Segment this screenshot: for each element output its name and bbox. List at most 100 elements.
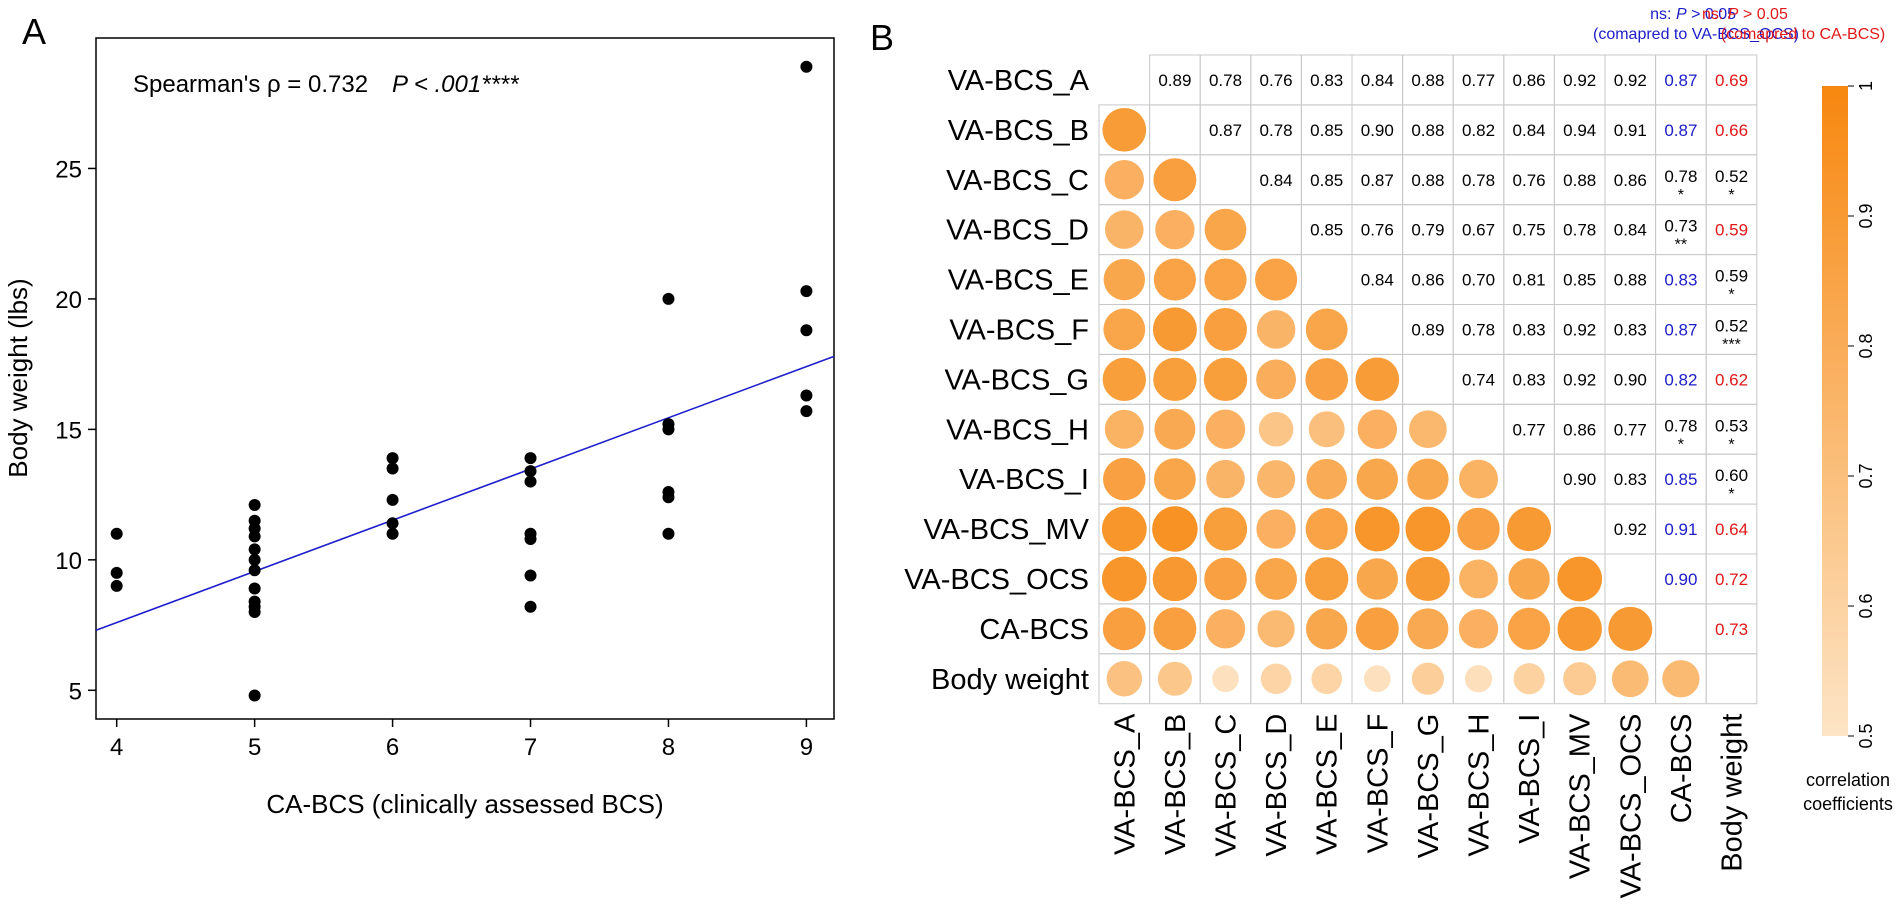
row-label: CA-BCS bbox=[979, 614, 1089, 646]
correlation-circle bbox=[1204, 208, 1247, 251]
correlation-value: 0.74 bbox=[1462, 370, 1495, 389]
legend-ns-ca-p: P bbox=[1728, 6, 1739, 23]
correlation-circle bbox=[1101, 556, 1147, 602]
correlation-value: 0.92 bbox=[1614, 71, 1647, 90]
row-label: VA-BCS_F bbox=[949, 314, 1089, 346]
col-label: VA-BCS_I bbox=[1514, 714, 1546, 844]
correlation-circle bbox=[1153, 607, 1197, 651]
correlation-value: 0.75 bbox=[1513, 221, 1546, 240]
correlation-value: 0.64 bbox=[1715, 520, 1748, 539]
correlation-circle bbox=[1255, 558, 1297, 600]
scatter-point bbox=[386, 452, 399, 465]
correlation-value: 0.72 bbox=[1715, 570, 1748, 589]
correlation-circle bbox=[1459, 559, 1498, 599]
correlation-circle bbox=[1153, 357, 1197, 401]
correlation-circle bbox=[1203, 357, 1248, 401]
col-label: Body weight bbox=[1717, 714, 1749, 872]
y-axis-label: Body weight (lbs) bbox=[3, 278, 33, 477]
grid-cell bbox=[1402, 353, 1454, 405]
correlation-value: 0.78 bbox=[1462, 171, 1495, 190]
correlation-circle bbox=[1305, 308, 1348, 351]
correlation-value: 0.89 bbox=[1158, 71, 1191, 90]
correlogram-panel: VA-BCS_A VA-BCS_B VA-BCS_C VA-BCS_D VA-BCS_E… bbox=[904, 6, 1893, 898]
correlation-value: 0.85 bbox=[1310, 171, 1343, 190]
correlation-circle bbox=[1355, 607, 1399, 651]
legend-ns-ocs-note: (comapred to VA-BCS_OCS) bbox=[1593, 26, 1799, 43]
row-label: VA-BCS_I bbox=[959, 464, 1089, 496]
correlation-circle bbox=[1311, 663, 1343, 695]
correlation-circle bbox=[1662, 660, 1700, 698]
correlation-circle bbox=[1305, 507, 1348, 551]
spearman-rho-text: Spearman's ρ = 0.732 bbox=[133, 71, 368, 98]
scatter-point bbox=[800, 405, 813, 418]
significance-mark: *** bbox=[1722, 336, 1741, 353]
significance-mark: * bbox=[1728, 486, 1734, 503]
correlation-circle bbox=[1305, 557, 1349, 601]
grid-cell bbox=[1553, 503, 1606, 555]
correlation-circle bbox=[1103, 258, 1145, 301]
col-label: CA-BCS bbox=[1666, 714, 1698, 824]
scatter-point bbox=[248, 606, 261, 619]
row-label: VA-BCS_B bbox=[948, 115, 1089, 147]
row-label: VA-BCS_H bbox=[946, 414, 1089, 446]
correlation-value: 0.87 bbox=[1664, 71, 1697, 90]
col-label: VA-BCS_OCS bbox=[1615, 714, 1647, 899]
grid-cell bbox=[1452, 403, 1505, 455]
correlation-value: 0.87 bbox=[1209, 121, 1242, 140]
x-tick-label: 5 bbox=[248, 734, 261, 761]
legend-ns-ca-note: (comapred to CA-BCS) bbox=[1721, 26, 1886, 43]
correlation-value: 0.84 bbox=[1513, 121, 1546, 140]
correlation-value: 0.88 bbox=[1411, 121, 1444, 140]
correlation-circle bbox=[1205, 409, 1246, 449]
scatter-point bbox=[110, 527, 123, 540]
col-label: VA-BCS_D bbox=[1261, 714, 1293, 857]
colorbar-tick-label: 0.7 bbox=[1856, 463, 1876, 488]
scatter-point bbox=[386, 462, 399, 475]
correlation-circle bbox=[1102, 357, 1146, 401]
correlation-value: 0.78 bbox=[1664, 167, 1697, 186]
correlation-value: 0.76 bbox=[1513, 171, 1546, 190]
correlation-circle bbox=[1152, 506, 1198, 552]
y-tick-label: 20 bbox=[55, 287, 82, 314]
correlation-value: 0.86 bbox=[1563, 420, 1596, 439]
correlation-circle bbox=[1409, 410, 1447, 449]
correlation-value: 0.78 bbox=[1563, 221, 1596, 240]
correlation-circle bbox=[1354, 506, 1400, 552]
colorbar bbox=[1822, 86, 1848, 736]
colorbar-tick-label: 1 bbox=[1856, 81, 1876, 91]
correlation-circle bbox=[1611, 660, 1649, 698]
col-label: VA-BCS_A bbox=[1109, 713, 1141, 855]
correlation-value: 0.83 bbox=[1310, 71, 1343, 90]
scatter-point bbox=[386, 527, 399, 540]
significance-mark: * bbox=[1678, 436, 1684, 453]
col-label: VA-BCS_B bbox=[1160, 714, 1192, 855]
row-label: VA-BCS_E bbox=[948, 265, 1089, 297]
row-label: Body weight bbox=[931, 664, 1089, 696]
col-label: VA-BCS_E bbox=[1312, 714, 1344, 855]
correlation-circle bbox=[1102, 108, 1147, 152]
scatter-point bbox=[662, 423, 675, 436]
grid-cell bbox=[1300, 254, 1353, 306]
scatter-panel: 5 10 15 20 25 4 5 6 7 8 9 Spearman's ρ = 0.732 P <… bbox=[3, 37, 835, 819]
correlation-value: 0.85 bbox=[1563, 271, 1596, 290]
grid-cell bbox=[1503, 453, 1555, 505]
correlation-circle bbox=[1152, 556, 1198, 602]
correlation-value: 0.85 bbox=[1664, 470, 1697, 489]
correlation-value: 0.90 bbox=[1614, 370, 1647, 389]
correlation-circle bbox=[1257, 460, 1296, 499]
scatter-point bbox=[800, 60, 813, 73]
correlation-circle bbox=[1258, 411, 1294, 447]
correlation-circle bbox=[1407, 458, 1449, 500]
spearman-annotation: Spearman's ρ = 0.732 P < .001**** bbox=[133, 71, 519, 98]
grid-cell bbox=[1149, 104, 1201, 156]
correlation-circle bbox=[1104, 160, 1144, 200]
correlation-circle bbox=[1204, 307, 1247, 351]
correlation-value: 0.78 bbox=[1664, 416, 1697, 435]
correlation-circle bbox=[1153, 158, 1197, 202]
legend-ns-ocs: ns: P > 0.05 bbox=[1650, 6, 1736, 23]
correlation-value: 0.53 bbox=[1715, 416, 1748, 435]
correlation-circle bbox=[1101, 506, 1147, 552]
correlation-value: 0.85 bbox=[1310, 121, 1343, 140]
correlation-circle bbox=[1152, 307, 1197, 352]
